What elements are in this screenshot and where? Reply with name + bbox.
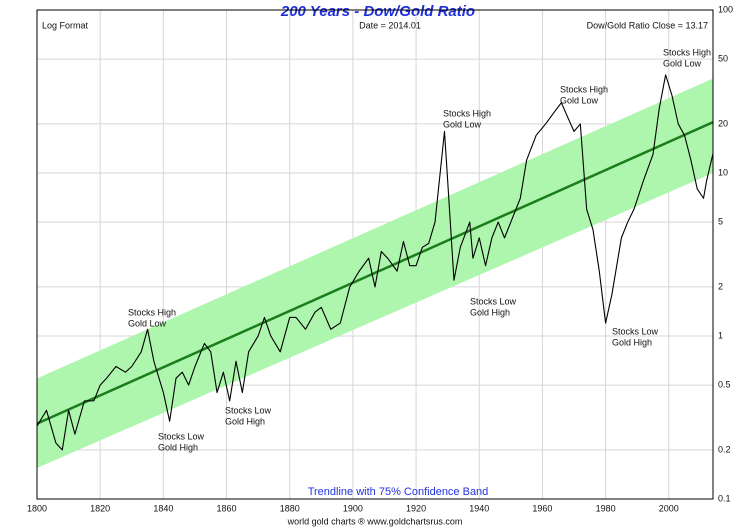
y-tick-label: 2 [718, 281, 723, 291]
x-tick-label: 1940 [469, 503, 489, 513]
y-tick-label: 5 [718, 216, 723, 226]
annotation: Gold High [158, 442, 198, 452]
annotation: Stocks Low [158, 431, 205, 441]
y-tick-label: 50 [718, 53, 728, 63]
y-tick-label: 1 [718, 330, 723, 340]
plot-frame [36, 9, 714, 500]
annotation: Stocks High [128, 307, 176, 317]
x-tick-label: 1880 [280, 503, 300, 513]
x-tick-label: 1900 [343, 503, 363, 513]
header-left: Log Format [42, 20, 89, 30]
annotation: Gold Low [663, 58, 702, 68]
chart-title: 200 Years - Dow/Gold Ratio [280, 3, 475, 20]
trendline [36, 121, 714, 425]
annotation: Gold Low [560, 95, 599, 105]
y-tick-label: 20 [718, 118, 728, 128]
x-tick-label: 1840 [153, 503, 173, 513]
header-center: Date = 2014.01 [359, 20, 421, 30]
annotation: Gold High [470, 307, 510, 317]
annotation: Gold Low [128, 318, 167, 328]
y-tick-label: 0.5 [718, 379, 731, 389]
data-line [36, 74, 714, 451]
header-right: Dow/Gold Ratio Close = 13.17 [587, 20, 708, 30]
x-tick-label: 1860 [217, 503, 237, 513]
x-tick-label: 1920 [406, 503, 426, 513]
y-tick-label: 0.1 [718, 493, 731, 503]
x-tick-label: 2000 [659, 503, 679, 513]
x-tick-label: 1800 [27, 503, 47, 513]
y-tick-label: 0.2 [718, 444, 731, 454]
plot-area [36, 9, 714, 500]
annotation: Stocks Low [470, 296, 517, 306]
annotation: Gold High [612, 337, 652, 347]
annotation: Stocks High [663, 47, 711, 57]
y-tick-label: 100 [718, 4, 733, 14]
band-label: Trendline with 75% Confidence Band [308, 486, 489, 498]
footer: world gold charts ® www.goldchartsrus.co… [287, 516, 463, 526]
annotation: Stocks High [443, 108, 491, 118]
x-tick-label: 1820 [90, 503, 110, 513]
annotation: Gold High [225, 416, 265, 426]
annotation: Stocks High [560, 84, 608, 94]
annotation: Stocks Low [225, 405, 272, 415]
annotation: Stocks Low [612, 326, 659, 336]
y-tick-label: 10 [718, 167, 728, 177]
annotation: Gold Low [443, 119, 482, 129]
x-tick-label: 1980 [596, 503, 616, 513]
x-tick-label: 1960 [532, 503, 552, 513]
